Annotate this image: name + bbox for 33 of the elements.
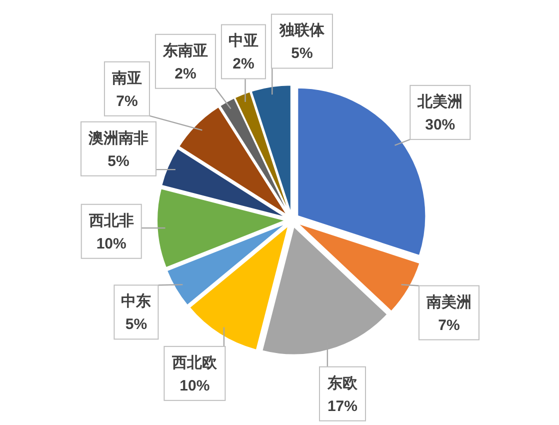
data-label: 澳洲南非 5%: [80, 121, 156, 176]
data-label: 7%: [116, 92, 138, 110]
slice-label: 北美洲: [416, 92, 463, 110]
data-label: 东南亚 2%: [154, 34, 216, 89]
slice-label: 东欧: [326, 374, 358, 392]
data-label: 西北欧 10%: [164, 346, 226, 401]
slice-label: 独联体: [278, 22, 326, 40]
data-label: 独联体 5%: [270, 14, 333, 69]
slice-label: 东南亚: [162, 41, 208, 60]
slice-label: 中亚: [228, 32, 258, 50]
slice-label: 西北非: [88, 212, 134, 230]
slice-label: 西北欧: [171, 354, 218, 372]
data-label: 10%: [96, 235, 126, 252]
data-label: 5%: [291, 45, 313, 62]
data-label: 西北非 10%: [80, 204, 142, 259]
slice-label: 南美洲: [425, 292, 472, 311]
data-label: 南亚 7%: [104, 61, 150, 116]
slice-label: 澳洲南非: [87, 130, 148, 147]
slice-label: 南亚: [110, 70, 142, 87]
data-label: 10%: [180, 377, 210, 394]
data-label: 5%: [108, 152, 130, 170]
data-label: 17%: [327, 398, 358, 415]
data-label: 北美洲 30%: [410, 84, 471, 140]
data-label: 东欧 17%: [319, 366, 366, 422]
data-label: 中亚 2%: [220, 24, 266, 80]
data-label: 中东 5%: [114, 284, 159, 340]
data-label: 5%: [125, 316, 148, 334]
data-label: 南美洲 7%: [418, 285, 480, 340]
data-label: 2%: [174, 65, 196, 82]
slice-label: 中东: [121, 292, 152, 310]
data-label: 2%: [232, 56, 254, 73]
data-label: 30%: [425, 116, 456, 134]
data-label: 7%: [438, 316, 460, 334]
